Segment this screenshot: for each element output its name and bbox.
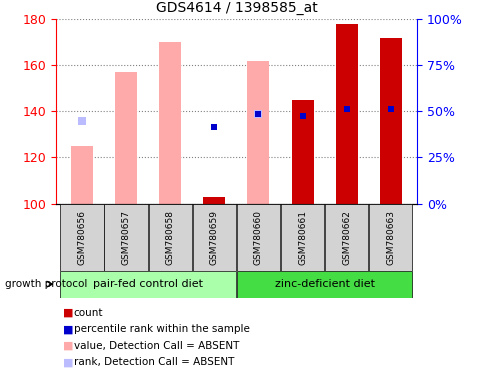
Text: GSM780660: GSM780660 [254, 210, 262, 265]
Text: GSM780659: GSM780659 [210, 210, 218, 265]
Text: ■: ■ [63, 358, 74, 367]
Bar [71, 146, 93, 204]
Bar [203, 197, 225, 204]
Text: count: count [74, 308, 103, 318]
Bar [159, 42, 181, 204]
Text: ■: ■ [63, 308, 74, 318]
Bar [247, 61, 269, 204]
Bar [236, 271, 411, 298]
Title: GDS4614 / 1398585_at: GDS4614 / 1398585_at [155, 2, 317, 15]
Text: ■: ■ [63, 324, 74, 334]
Bar [60, 271, 236, 298]
Bar [324, 204, 368, 271]
Text: GSM780662: GSM780662 [341, 210, 350, 265]
Text: GSM780658: GSM780658 [166, 210, 174, 265]
Text: growth protocol: growth protocol [5, 279, 87, 289]
Bar [60, 204, 104, 271]
Text: zinc-deficient diet: zinc-deficient diet [274, 279, 374, 289]
Text: GSM780663: GSM780663 [385, 210, 394, 265]
Text: GSM780657: GSM780657 [121, 210, 131, 265]
Bar [236, 204, 280, 271]
Bar [379, 38, 401, 204]
Text: value, Detection Call = ABSENT: value, Detection Call = ABSENT [74, 341, 239, 351]
Text: rank, Detection Call = ABSENT: rank, Detection Call = ABSENT [74, 358, 234, 367]
Text: GSM780661: GSM780661 [298, 210, 306, 265]
Text: percentile rank within the sample: percentile rank within the sample [74, 324, 249, 334]
Text: pair-fed control diet: pair-fed control diet [93, 279, 203, 289]
Bar [335, 24, 357, 204]
Bar [291, 100, 313, 204]
Bar [115, 72, 137, 204]
Text: ■: ■ [63, 341, 74, 351]
Bar [192, 204, 236, 271]
Text: GSM780656: GSM780656 [77, 210, 87, 265]
Bar [280, 204, 324, 271]
Bar [104, 204, 148, 271]
Bar [148, 204, 192, 271]
Bar [368, 204, 411, 271]
